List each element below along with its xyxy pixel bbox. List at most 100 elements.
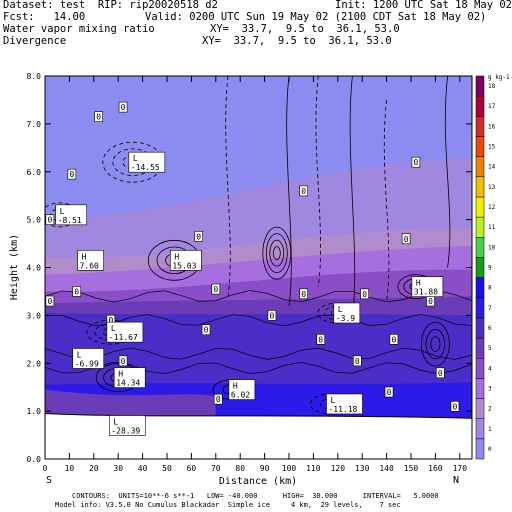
extremum-kind-3: H	[174, 252, 179, 261]
colorbar-label-11: 11	[488, 224, 496, 231]
plume-3	[383, 99, 390, 302]
contour-label-box-24	[450, 401, 460, 412]
terrain-surface	[45, 413, 472, 459]
contour-label-box-0	[94, 111, 103, 122]
colorbar-label-14: 14	[488, 164, 496, 171]
y-axis-title: Height (km)	[9, 234, 20, 300]
high-rings-e-3	[420, 321, 450, 367]
colorbar-label-12: 12	[488, 204, 496, 211]
colorbar-swatch-10	[475, 237, 485, 258]
colorbar-label-18: 18	[488, 83, 496, 90]
contour-label-17: 0	[355, 357, 360, 366]
contour-label-box-19	[201, 324, 211, 336]
extremum-kind-2: H	[82, 252, 87, 261]
contour-label-9: 0	[74, 287, 79, 296]
colorbar-swatch-1	[475, 418, 485, 440]
extremum-box-8	[228, 379, 256, 400]
contour-label-box-8	[401, 233, 411, 245]
extremum-kind-10: L	[113, 417, 118, 426]
contour-label-18: 0	[438, 369, 443, 378]
colorbar-swatch-4	[475, 357, 485, 379]
extremum-box-9	[326, 393, 363, 415]
extremum-kind-4: H	[416, 279, 421, 288]
extremum-box-7	[113, 367, 146, 388]
contour-label-11: 0	[301, 290, 306, 299]
x-axis: 0 10 20 30 40 50 60 70 80 90 100 110 120 130 140 150 160…	[43, 76, 468, 473]
contour-label-20: 0	[270, 311, 275, 320]
contour-label-box-9	[72, 286, 82, 297]
colorbar-label-16: 16	[488, 123, 496, 130]
contour-label-16: 0	[121, 357, 126, 366]
contour-label-box-22	[384, 386, 394, 398]
init-time: Init: 1200 UTC Sat 18 May 02	[335, 0, 512, 11]
extremum-box-10	[109, 415, 146, 436]
y-tick-label-1.0: 1.0	[27, 407, 42, 416]
contour-label-box-7	[194, 231, 204, 242]
extremum-value-10: -28.39	[111, 426, 140, 435]
plume-0	[286, 76, 292, 306]
contour-label-box-20	[267, 310, 277, 321]
colorbar-label-10: 10	[488, 244, 496, 251]
colorbar-swatch-16	[475, 116, 485, 137]
x-tick-label-120: 120	[331, 464, 346, 473]
extremum-box-11	[333, 302, 361, 324]
colorbar-swatch-8	[475, 277, 485, 298]
y-axis: 0.0 1.0 2.0 3.0 4.0 5.0 6.0 7.0 8.0	[27, 72, 472, 464]
high-rings-e-2	[425, 329, 446, 360]
y-tick-label-4.0: 4.0	[27, 264, 42, 273]
contour-label-14: 0	[318, 335, 323, 344]
x-tick-label-140: 140	[379, 464, 394, 473]
contour-label-12: 0	[362, 290, 367, 299]
colorbar-label-5: 5	[488, 345, 492, 352]
extremum-kind-11: L	[338, 305, 343, 314]
contour-label-box-18	[435, 367, 445, 379]
y-tick-label-0.0: 0.0	[27, 455, 42, 464]
plume-4	[444, 76, 451, 268]
y-tick-label-5.0: 5.0	[27, 216, 42, 225]
x-tick-label-160: 160	[428, 464, 443, 473]
colorbar-swatch-5	[475, 337, 485, 359]
contour-label-5: 0	[413, 158, 418, 167]
contour-label-box-17	[353, 355, 362, 367]
extremum-value-1: -8.51	[58, 216, 82, 225]
x-tick-label-150: 150	[404, 464, 419, 473]
x-tick-label-70: 70	[211, 464, 221, 473]
colorbar-swatch-9	[475, 257, 485, 278]
x-tick-label-60: 60	[187, 464, 197, 473]
extrema-labels: L-14.55L-8.51H7.60H15.03H31.88L-11.67L-6…	[55, 151, 444, 436]
colorbar-swatch-14	[475, 156, 485, 178]
colorbar-label-7: 7	[488, 305, 492, 312]
x-tick-label-170: 170	[453, 464, 468, 473]
colorbar-swatch-0	[475, 438, 485, 460]
extremum-value-6: -6.99	[75, 359, 99, 368]
x-tick-label-20: 20	[89, 464, 99, 473]
colorbar-unit: g kg-1	[488, 74, 510, 81]
extremum-value-11: -3.9	[336, 314, 355, 323]
x-tick-label-10: 10	[65, 464, 75, 473]
field1-xy: XY= 33.7, 9.5 to 36.1, 53.0	[210, 23, 400, 35]
high-rings-c-3	[265, 233, 288, 274]
extremum-kind-1: L	[60, 207, 65, 216]
extremum-value-4: 31.88	[414, 288, 438, 297]
x-tick-label-80: 80	[235, 464, 245, 473]
colorbar-swatch-3	[475, 378, 485, 399]
contour-label-24: 0	[453, 402, 458, 411]
colorbar-swatch-6	[475, 317, 485, 339]
high-rings-c-4	[262, 226, 292, 280]
contour-label-6: 0	[47, 297, 52, 306]
y-tick-label-3.0: 3.0	[27, 311, 42, 320]
contour-label-1: 0	[121, 103, 126, 112]
y-tick-label-2.0: 2.0	[27, 359, 42, 368]
colorbar-label-6: 6	[488, 325, 492, 332]
colorbar-label-9: 9	[488, 265, 492, 272]
colorbar-label-4: 4	[488, 365, 492, 372]
x-tick-label-50: 50	[162, 464, 172, 473]
high-rings-e-1	[430, 336, 441, 352]
contour-label-21: 0	[428, 297, 433, 306]
plume-2	[349, 76, 356, 316]
extremum-value-2: 7.60	[80, 261, 99, 270]
contour-label-box-5	[411, 156, 421, 168]
mixing-ratio-fill	[45, 76, 472, 459]
